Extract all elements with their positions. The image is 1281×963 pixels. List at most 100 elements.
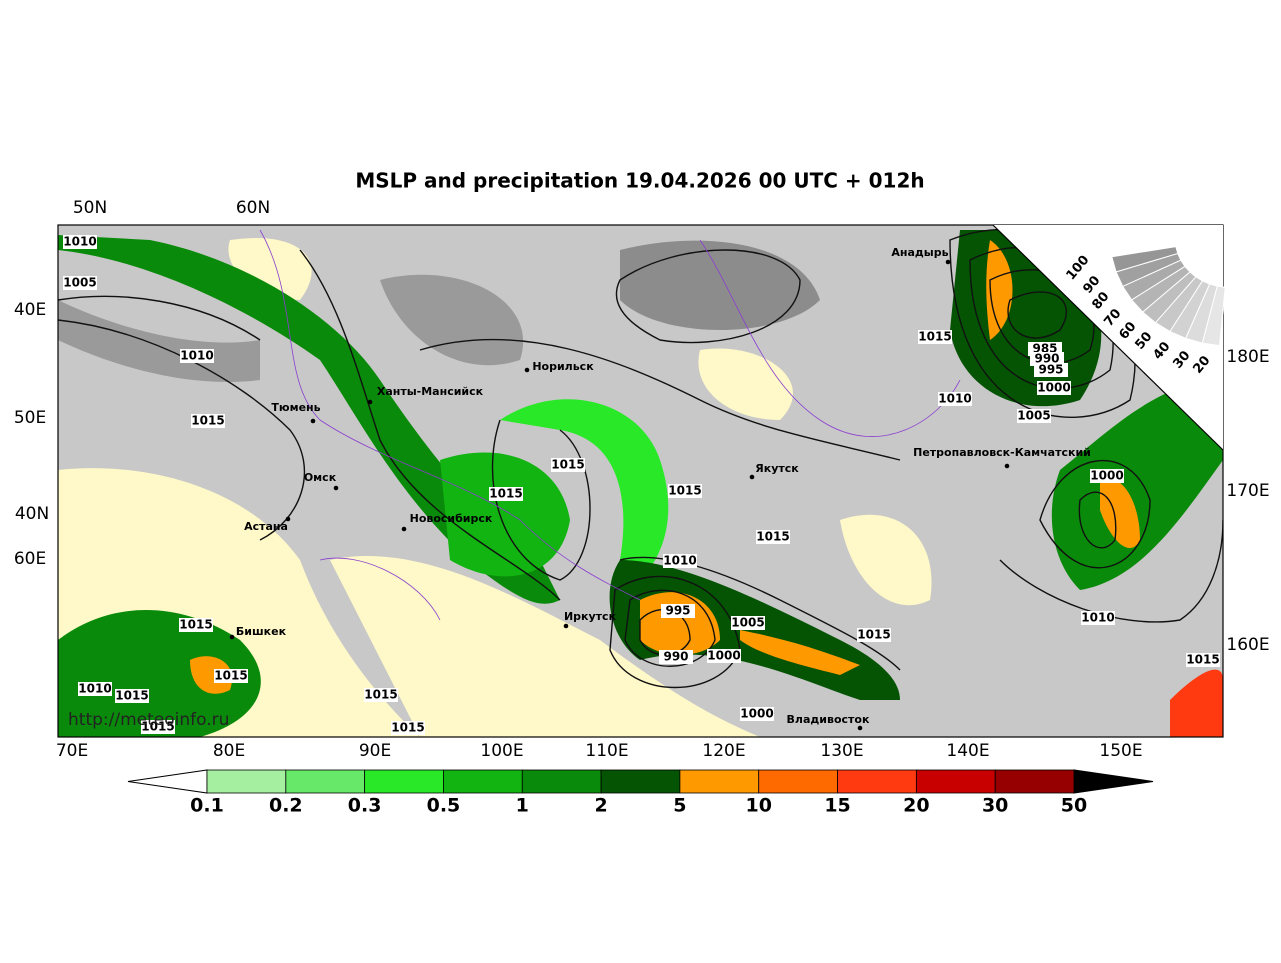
city-label: Омск: [304, 471, 337, 484]
isobar-label-bg: [661, 604, 695, 618]
isobar-label: 1015: [191, 414, 224, 428]
isobar-label-bg: [214, 669, 248, 683]
map-frame: [57, 224, 1224, 738]
city-label: Новосибирск: [410, 512, 493, 525]
isobar-label: 1015: [1186, 653, 1219, 667]
isobar-label: 1015: [391, 721, 424, 735]
colorbar-segment: [364, 769, 444, 794]
city-dot: [1004, 463, 1010, 469]
city-dot: [285, 516, 291, 522]
isobar-label-bg: [180, 349, 214, 363]
city-dot: [524, 367, 530, 373]
isobar-label: 1005: [63, 276, 96, 290]
isobar-label-bg: [551, 458, 585, 472]
isobar-label: 1015: [141, 720, 174, 734]
isobar-label-bg: [141, 720, 175, 734]
lat-label: 160E: [1226, 635, 1269, 655]
isobar-label-bg: [707, 649, 741, 663]
city-dot: [749, 474, 755, 480]
city-label: Астана: [244, 520, 288, 533]
isobar-label-bg: [78, 682, 112, 696]
colorbar-tick-label: 20: [903, 795, 929, 817]
city-label: Ханты-Мансийск: [377, 385, 484, 398]
title: MSLP and precipitation 19.04.2026 00 UTC…: [355, 169, 924, 193]
city-dot: [310, 418, 316, 424]
isobar-label: 1000: [1090, 469, 1123, 483]
colorbar-tick-label: 15: [824, 795, 850, 817]
lat-label: 50N: [73, 198, 107, 218]
city-label: Бишкек: [236, 625, 287, 638]
city-dot: [229, 634, 235, 640]
isobar-label: 1015: [364, 688, 397, 702]
lat-label: 50E: [14, 408, 46, 428]
isobar-label: 1010: [1081, 611, 1114, 625]
lat-label: 60N: [236, 198, 270, 218]
isobar-label: 1005: [731, 616, 764, 630]
isobar-label: 995: [665, 604, 690, 618]
isobar-label-bg: [63, 276, 97, 290]
isobar-label-bg: [1186, 653, 1220, 667]
isobar-label-bg: [1034, 363, 1068, 377]
isobar-label: 1015: [179, 618, 212, 632]
city-dot: [563, 623, 569, 629]
cloud-scale-segment: [1201, 285, 1226, 347]
isobar-label-bg: [1081, 611, 1115, 625]
isobar-label: 1015: [918, 330, 951, 344]
city-label: Анадырь: [891, 246, 948, 259]
isobar-label: 1015: [551, 458, 584, 472]
lon-label: 150E: [1099, 741, 1142, 761]
isobar-label-bg: [731, 616, 765, 630]
isobar-label: 1015: [115, 689, 148, 703]
isobar-label-bg: [391, 721, 425, 735]
isobar-label-bg: [1037, 381, 1071, 395]
isobar-label: 1000: [1037, 381, 1070, 395]
lat-label: 170E: [1226, 481, 1269, 501]
colorbar-tick-label: 30: [982, 795, 1008, 817]
colorbar-segment: [837, 769, 917, 794]
lon-label: 100E: [480, 741, 523, 761]
colorbar-tick-label: 2: [594, 795, 607, 817]
city-label: Владивосток: [787, 713, 870, 726]
colorbar-segment: [994, 769, 1075, 794]
colorbar-tick-label: 1: [516, 795, 529, 817]
colorbar-tick-label: 50: [1061, 795, 1087, 817]
isobar-label-bg: [938, 392, 972, 406]
city-dot: [401, 526, 407, 532]
corner-edge: [992, 224, 1224, 451]
city-label: Норильск: [532, 360, 594, 373]
watermark: http://meteoinfo.ru: [68, 710, 229, 730]
colorbar-tick-label: 10: [746, 795, 772, 817]
isobar-label-bg: [756, 530, 790, 544]
colorbar-segment: [285, 769, 366, 794]
lat-label: 40E: [14, 300, 46, 320]
colorbar-tick-label: 0.5: [427, 795, 461, 817]
isobar-label: 1000: [740, 707, 773, 721]
colorbar-segment: [915, 769, 996, 794]
colorbar-tick-label: 0.1: [190, 795, 224, 817]
isobar-label: 995: [1038, 363, 1063, 377]
colorbar-over: [1073, 769, 1154, 794]
colorbar-segment: [443, 769, 523, 794]
lon-label: 70E: [56, 741, 88, 761]
isobar-label-bg: [179, 618, 213, 632]
isobar-label: 1010: [63, 235, 96, 249]
isobar-label-bg: [659, 650, 693, 664]
colorbar-segment: [758, 769, 838, 794]
lon-label: 80E: [213, 741, 245, 761]
isobar-label-bg: [918, 330, 952, 344]
isobar-label: 1010: [938, 392, 971, 406]
city-label: Иркутск: [564, 610, 617, 623]
colorbar-under: [127, 769, 208, 794]
isobar-label-bg: [1030, 352, 1064, 366]
isobar-label: 1015: [756, 530, 789, 544]
isobar-label: 1015: [214, 669, 247, 683]
isobar-label: 1015: [857, 628, 890, 642]
city-dot: [333, 485, 339, 491]
city-dot: [367, 399, 373, 405]
isobar-label-bg: [191, 414, 225, 428]
isobar-label-bg: [364, 688, 398, 702]
isobar-label-bg: [115, 689, 149, 703]
colorbar-tick-label: 5: [673, 795, 686, 817]
colorbar-tick-label: 0.3: [348, 795, 382, 817]
isobar-label-bg: [857, 628, 891, 642]
